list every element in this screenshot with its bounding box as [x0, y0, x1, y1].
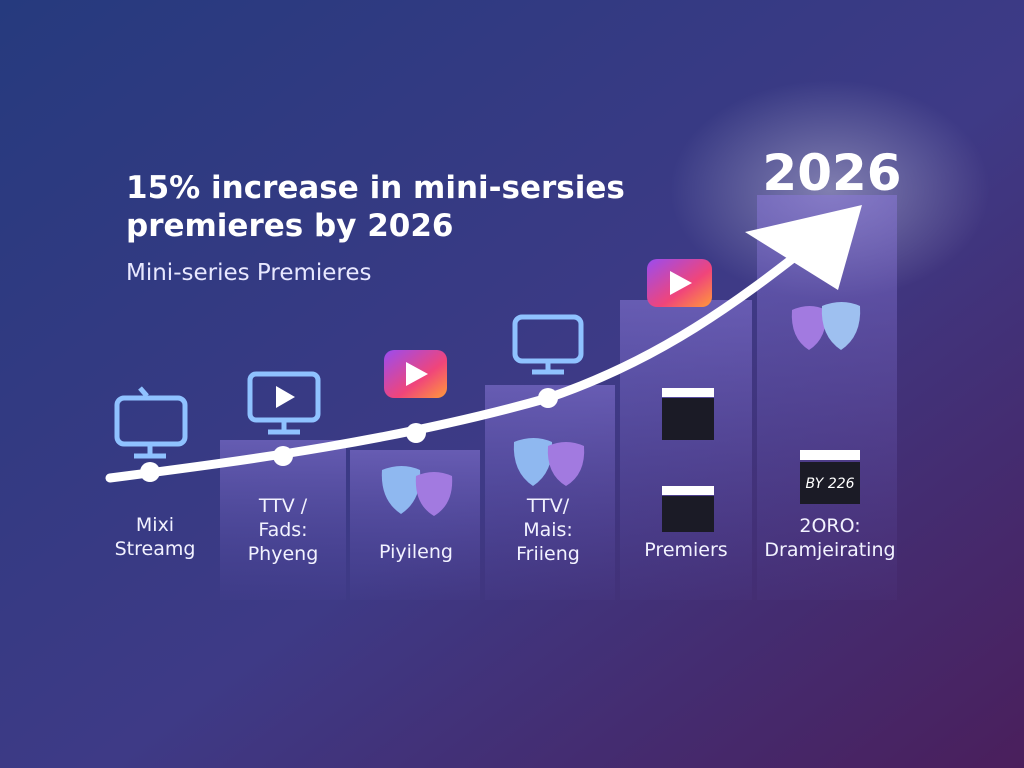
column — [620, 300, 752, 600]
point — [406, 423, 426, 443]
column — [485, 385, 615, 600]
column-label: Streamg — [115, 538, 196, 560]
tv-icon — [114, 386, 188, 459]
trend-points — [140, 388, 558, 482]
column-label: Mixi — [136, 514, 174, 536]
tv-icon — [512, 314, 584, 375]
point — [538, 388, 558, 408]
subtitle: Mini-series Premieres — [126, 260, 372, 286]
column-label: 2ORO: — [799, 515, 860, 537]
highlight-year: 2026 — [762, 144, 901, 202]
column-label: Phyeng — [248, 543, 319, 565]
clapper-text: BY 226 — [805, 476, 854, 492]
play-monitor-icon — [247, 371, 321, 435]
column-label: Friieng — [516, 543, 580, 565]
column-label: Premiers — [644, 539, 727, 561]
theater-masks — [513, 438, 585, 486]
play-button-icon — [647, 259, 712, 307]
title-line: premieres by 2026 — [126, 208, 453, 244]
column-label: TTV/ — [526, 495, 570, 517]
arrow-head — [745, 205, 862, 290]
point — [273, 446, 293, 466]
clapperboard — [662, 486, 714, 532]
point — [140, 462, 160, 482]
title: 15% increase in mini-sersies premieres b… — [126, 170, 636, 244]
glow — [670, 80, 990, 300]
trend-arrow — [105, 240, 815, 483]
column-label: Piyileng — [379, 541, 453, 563]
theater-masks — [381, 466, 453, 516]
column-label: Dramjeirating — [764, 539, 895, 561]
clapperboard — [662, 388, 714, 440]
column-label: Mais: — [523, 519, 573, 541]
columns — [220, 195, 897, 600]
column-label: Fads: — [258, 519, 307, 541]
clapperboard: BY 226 — [800, 450, 860, 504]
column — [220, 440, 346, 600]
play-button-icon — [384, 350, 447, 398]
theater-masks — [791, 302, 861, 350]
column-label: TTV / — [258, 495, 308, 517]
title-line: 15% increase in mini-sersies — [126, 170, 625, 206]
